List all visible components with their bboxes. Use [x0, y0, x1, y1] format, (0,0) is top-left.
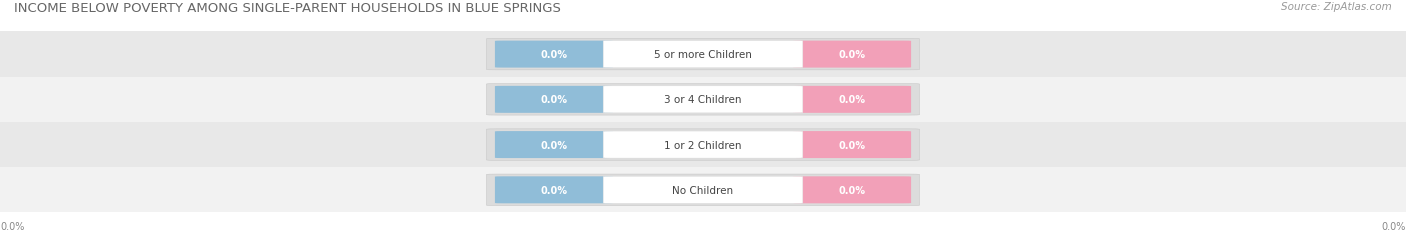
FancyBboxPatch shape — [603, 176, 803, 204]
Text: 0.0%: 0.0% — [838, 185, 866, 195]
Bar — [0, 122, 1406, 167]
FancyBboxPatch shape — [603, 41, 803, 68]
Text: 5 or more Children: 5 or more Children — [654, 50, 752, 60]
FancyBboxPatch shape — [486, 129, 920, 161]
FancyBboxPatch shape — [603, 131, 803, 158]
Text: 0.0%: 0.0% — [540, 50, 568, 60]
FancyBboxPatch shape — [495, 176, 613, 204]
Text: 0.0%: 0.0% — [838, 140, 866, 150]
FancyBboxPatch shape — [603, 86, 803, 113]
FancyBboxPatch shape — [495, 41, 613, 68]
Text: No Children: No Children — [672, 185, 734, 195]
Text: 0.0%: 0.0% — [0, 222, 24, 231]
Text: 0.0%: 0.0% — [838, 50, 866, 60]
Bar — [0, 167, 1406, 213]
FancyBboxPatch shape — [793, 131, 911, 158]
Text: Source: ZipAtlas.com: Source: ZipAtlas.com — [1281, 2, 1392, 12]
Bar — [0, 77, 1406, 122]
FancyBboxPatch shape — [486, 39, 920, 70]
Text: INCOME BELOW POVERTY AMONG SINGLE-PARENT HOUSEHOLDS IN BLUE SPRINGS: INCOME BELOW POVERTY AMONG SINGLE-PARENT… — [14, 2, 561, 15]
FancyBboxPatch shape — [486, 84, 920, 116]
FancyBboxPatch shape — [495, 86, 613, 113]
Text: 0.0%: 0.0% — [540, 185, 568, 195]
FancyBboxPatch shape — [793, 176, 911, 204]
Text: 0.0%: 0.0% — [540, 140, 568, 150]
Text: 3 or 4 Children: 3 or 4 Children — [664, 95, 742, 105]
FancyBboxPatch shape — [486, 174, 920, 206]
Bar — [0, 32, 1406, 77]
Text: 0.0%: 0.0% — [1382, 222, 1406, 231]
FancyBboxPatch shape — [793, 86, 911, 113]
Text: 0.0%: 0.0% — [838, 95, 866, 105]
Text: 1 or 2 Children: 1 or 2 Children — [664, 140, 742, 150]
FancyBboxPatch shape — [793, 41, 911, 68]
Text: 0.0%: 0.0% — [540, 95, 568, 105]
FancyBboxPatch shape — [495, 131, 613, 158]
